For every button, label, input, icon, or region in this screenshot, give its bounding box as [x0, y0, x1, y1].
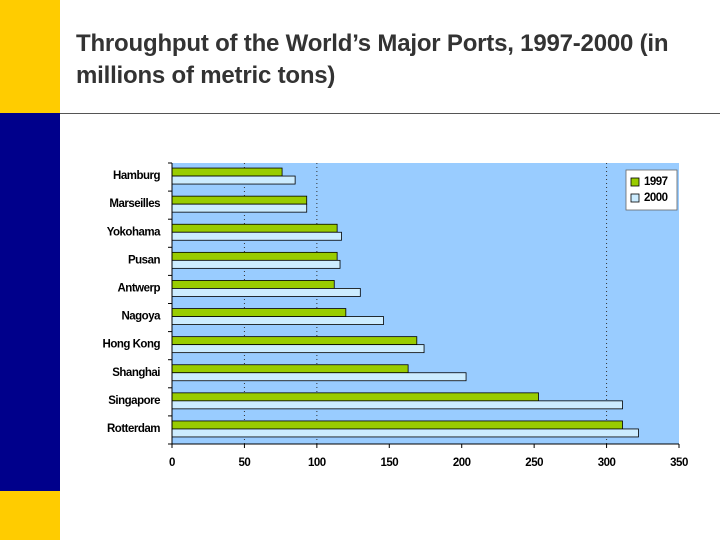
- bar-2000-hong-kong: [171, 344, 425, 354]
- accent-bar-navy: [0, 113, 60, 491]
- bar-2000-antwerp: [171, 288, 361, 297]
- legend-label-2000: 2000: [644, 192, 668, 204]
- bar-2000-rotterdam: [171, 428, 639, 438]
- bar-1997-pusan: [171, 251, 338, 261]
- category-label: Shanghai: [112, 367, 160, 379]
- category-label: Hong Kong: [103, 339, 161, 351]
- category-label: Nagoya: [121, 311, 161, 323]
- x-tick-label: 50: [239, 457, 251, 469]
- legend-swatch-2000: [630, 193, 640, 203]
- x-tick-label: 200: [453, 457, 471, 469]
- category-label: Marseilles: [109, 198, 160, 210]
- bar-2000-shanghai: [171, 372, 467, 382]
- bar-1997-marseilles: [171, 195, 308, 205]
- bar-1997-hamburg: [171, 167, 283, 177]
- category-label: Pusan: [128, 254, 160, 266]
- category-label: Hamburg: [113, 170, 160, 182]
- x-tick-label: 350: [670, 457, 688, 469]
- bar-1997-nagoya: [171, 308, 347, 317]
- category-label: Singapore: [108, 395, 160, 407]
- bar-1997-antwerp: [171, 280, 335, 289]
- bar-1997-yokohama: [171, 223, 338, 233]
- x-tick-label: 100: [308, 457, 326, 469]
- accent-bar-bottom: [0, 491, 60, 540]
- x-tick-label: 150: [380, 457, 398, 469]
- legend-box: [625, 169, 678, 211]
- bar-2000-pusan: [171, 259, 341, 269]
- bar-1997-singapore: [171, 392, 539, 402]
- bar-2000-yokohama: [171, 231, 342, 241]
- title-divider: [60, 113, 720, 114]
- bar-2000-singapore: [171, 400, 623, 410]
- bar-1997-rotterdam: [171, 420, 623, 430]
- bar-2000-marseilles: [171, 203, 308, 213]
- bar-2000-nagoya: [171, 316, 384, 325]
- category-label: Rotterdam: [107, 423, 160, 435]
- x-tick-label: 0: [169, 457, 175, 469]
- legend-label-1997: 1997: [644, 176, 668, 188]
- bar-1997-shanghai: [171, 364, 409, 374]
- legend-swatch-1997: [630, 177, 640, 187]
- x-tick-label: 300: [598, 457, 616, 469]
- slide-title: Throughput of the World’s Major Ports, 1…: [76, 30, 669, 89]
- bar-2000-hamburg: [171, 175, 296, 185]
- accent-bar-top: [0, 0, 60, 113]
- category-label: Antwerp: [118, 282, 161, 294]
- bar-1997-hong-kong: [171, 336, 418, 346]
- category-label: Yokohama: [107, 226, 161, 238]
- x-tick-label: 250: [525, 457, 543, 469]
